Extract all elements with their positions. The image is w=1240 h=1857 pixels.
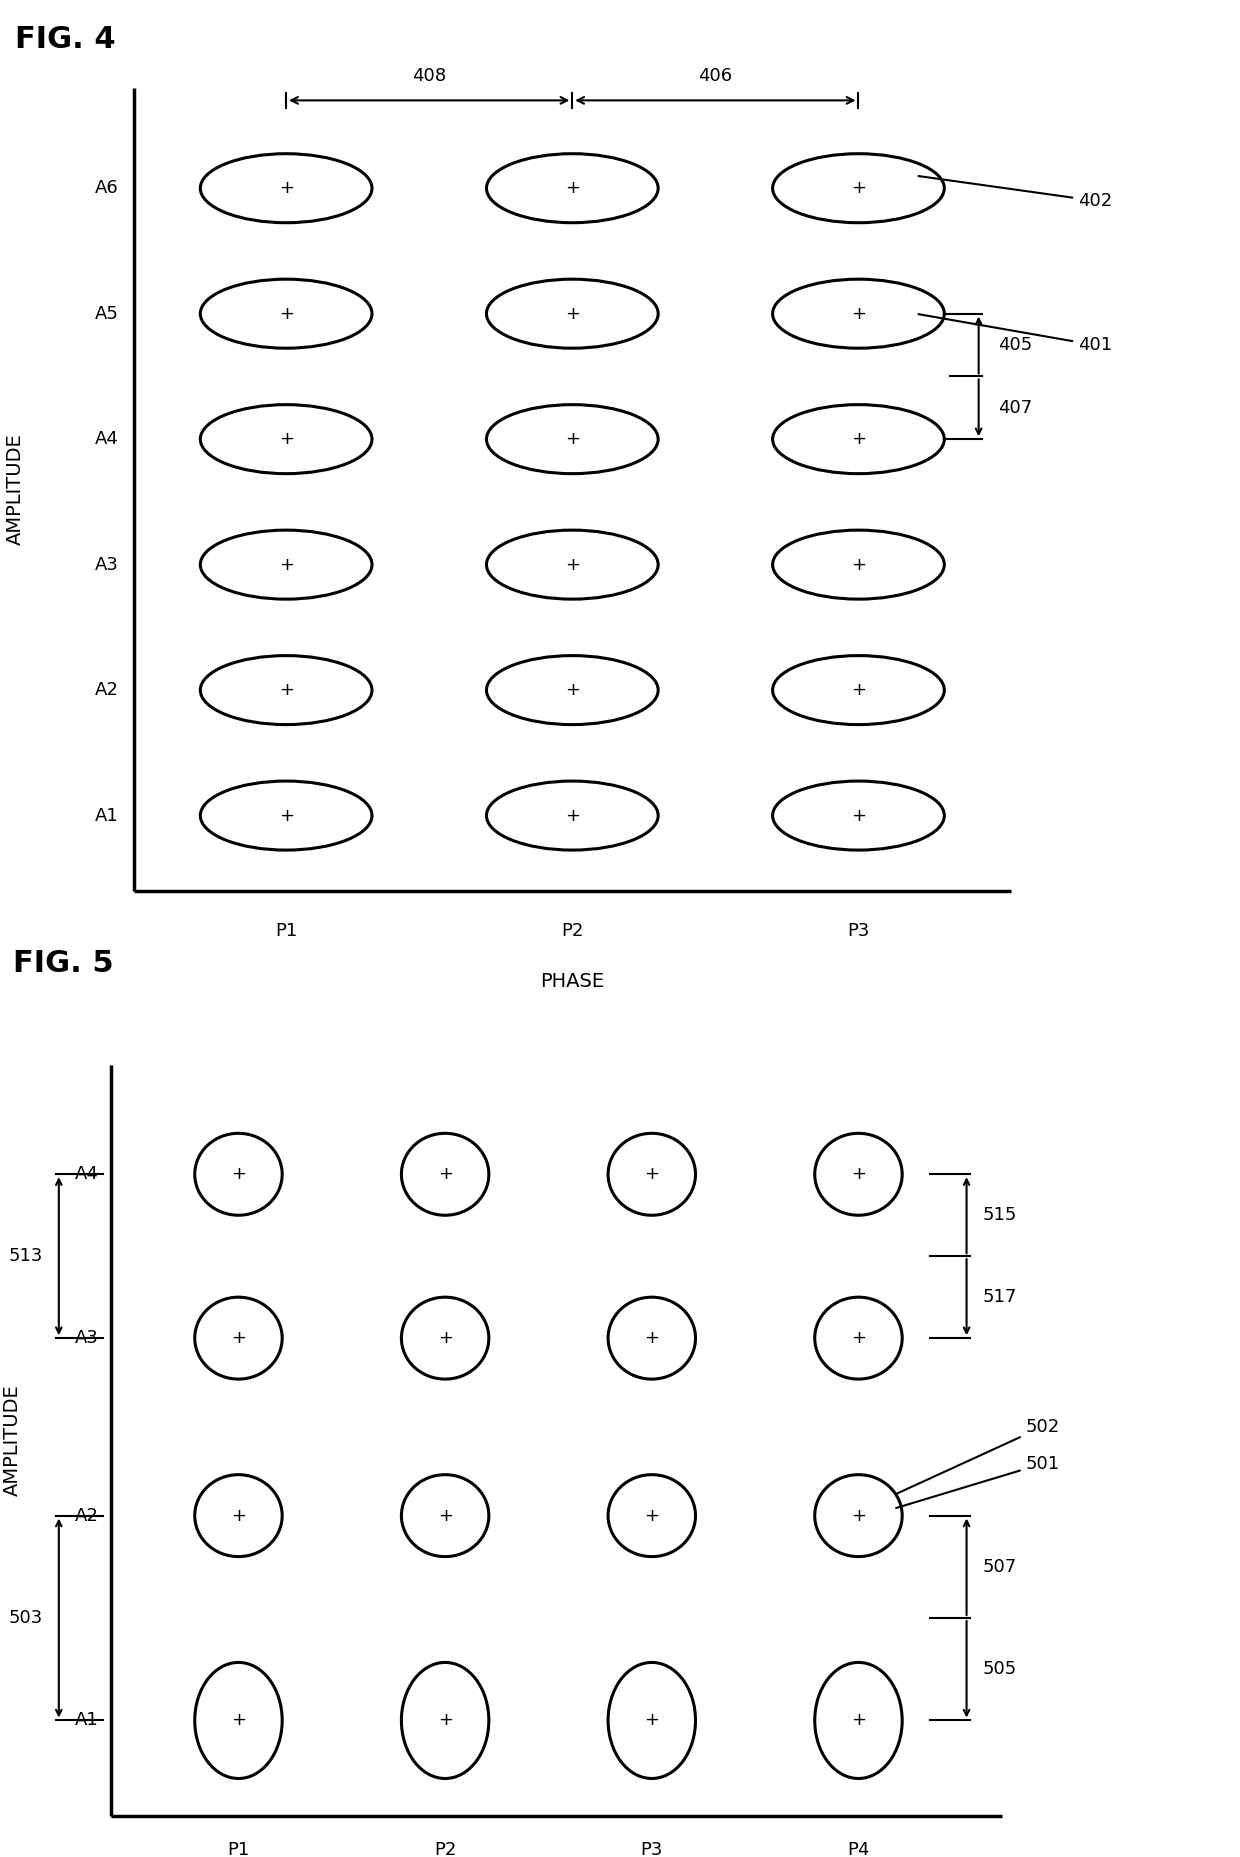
Text: 501: 501 [897, 1454, 1059, 1508]
Text: A1: A1 [94, 806, 118, 825]
Text: 407: 407 [998, 399, 1032, 416]
Text: 401: 401 [919, 314, 1112, 355]
Text: 503: 503 [9, 1608, 43, 1627]
Text: +: + [564, 806, 580, 825]
Text: +: + [564, 682, 580, 698]
Text: A1: A1 [74, 1712, 98, 1729]
Text: +: + [279, 682, 294, 698]
Text: +: + [851, 180, 866, 197]
Text: +: + [851, 431, 866, 448]
Text: P3: P3 [847, 923, 869, 940]
Text: FIG. 4: FIG. 4 [15, 26, 115, 54]
Text: P2: P2 [434, 1840, 456, 1857]
Text: +: + [231, 1506, 246, 1525]
Text: P1: P1 [227, 1840, 249, 1857]
Text: +: + [279, 180, 294, 197]
Text: +: + [564, 305, 580, 323]
Text: +: + [645, 1506, 660, 1525]
Text: PHASE: PHASE [541, 973, 604, 992]
Text: 408: 408 [412, 67, 446, 85]
Text: 513: 513 [9, 1248, 43, 1265]
Text: +: + [851, 1166, 866, 1183]
Text: +: + [438, 1330, 453, 1346]
Text: A6: A6 [94, 180, 118, 197]
Text: +: + [645, 1330, 660, 1346]
Text: A3: A3 [74, 1330, 98, 1346]
Text: +: + [231, 1712, 246, 1729]
Text: A2: A2 [74, 1506, 98, 1525]
Text: AMPLITUDE: AMPLITUDE [4, 1385, 22, 1497]
Text: 517: 517 [982, 1289, 1017, 1305]
Text: P3: P3 [641, 1840, 663, 1857]
Text: 502: 502 [897, 1419, 1060, 1495]
Text: A2: A2 [94, 682, 118, 698]
Text: 405: 405 [998, 336, 1032, 355]
Text: +: + [438, 1506, 453, 1525]
Text: A5: A5 [94, 305, 118, 323]
Text: +: + [279, 305, 294, 323]
Text: +: + [231, 1330, 246, 1346]
Text: +: + [438, 1712, 453, 1729]
Text: +: + [645, 1166, 660, 1183]
Text: A4: A4 [74, 1166, 98, 1183]
Text: P4: P4 [847, 1840, 869, 1857]
Text: P1: P1 [275, 923, 298, 940]
Text: FIG. 5: FIG. 5 [12, 949, 113, 979]
Text: +: + [645, 1712, 660, 1729]
Text: 505: 505 [982, 1660, 1017, 1679]
Text: +: + [851, 806, 866, 825]
Text: +: + [564, 431, 580, 448]
Text: +: + [564, 555, 580, 574]
Text: +: + [851, 1712, 866, 1729]
Text: +: + [851, 555, 866, 574]
Text: +: + [564, 180, 580, 197]
Text: +: + [438, 1166, 453, 1183]
Text: +: + [851, 1506, 866, 1525]
Text: A4: A4 [94, 431, 118, 448]
Text: A3: A3 [94, 555, 118, 574]
Text: +: + [851, 682, 866, 698]
Text: P2: P2 [562, 923, 584, 940]
Text: +: + [231, 1166, 246, 1183]
Text: 507: 507 [982, 1558, 1017, 1577]
Text: +: + [851, 1330, 866, 1346]
Text: +: + [279, 806, 294, 825]
Text: 406: 406 [698, 67, 733, 85]
Text: 515: 515 [982, 1207, 1017, 1224]
Text: +: + [851, 305, 866, 323]
Text: +: + [279, 431, 294, 448]
Text: 402: 402 [919, 176, 1112, 210]
Text: +: + [279, 555, 294, 574]
Text: AMPLITUDE: AMPLITUDE [6, 433, 25, 546]
